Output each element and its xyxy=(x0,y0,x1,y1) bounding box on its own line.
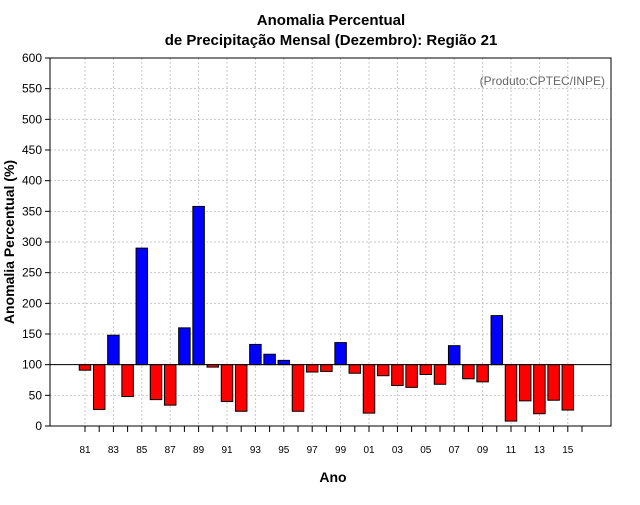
bar-86 xyxy=(149,364,163,401)
bar-02 xyxy=(376,364,390,377)
bar-14 xyxy=(547,364,560,401)
bar-84 xyxy=(121,364,134,398)
x-tick-label: 05 xyxy=(420,445,432,456)
bar-98 xyxy=(320,364,333,372)
x-tick-label: 01 xyxy=(363,445,375,456)
bar-00 xyxy=(348,364,362,374)
y-tick-label: 350 xyxy=(22,204,42,218)
bar-13 xyxy=(533,364,546,415)
bar-12 xyxy=(518,364,532,402)
bar-95 xyxy=(277,359,291,366)
x-tick-label: 89 xyxy=(193,445,205,456)
bar-93 xyxy=(249,343,262,366)
bar-05 xyxy=(419,364,433,375)
y-tick-label: 100 xyxy=(22,358,42,372)
bar-04 xyxy=(405,364,418,388)
chart-title-line-1: Anomalia Percentual xyxy=(257,12,405,29)
x-tick-label: 15 xyxy=(562,445,574,456)
chart-title-line-2: de Precipitação Mensal (Dezembro): Regiã… xyxy=(165,32,498,49)
x-tick-label: 07 xyxy=(449,445,461,456)
grid-layer xyxy=(50,57,611,427)
y-tick-label: 500 xyxy=(22,112,42,126)
bar-08 xyxy=(462,364,475,380)
bar-96 xyxy=(291,364,305,412)
x-tick-label: 99 xyxy=(335,445,347,456)
x-tick-label: 13 xyxy=(534,445,546,456)
bar-94 xyxy=(263,353,276,366)
x-tick-label: 97 xyxy=(307,445,319,456)
x-tick-label: 85 xyxy=(136,445,148,456)
y-tick-label: 250 xyxy=(22,266,42,280)
bar-92 xyxy=(234,364,248,412)
x-tick-label: 91 xyxy=(221,445,233,456)
x-tick-label: 95 xyxy=(278,445,290,456)
bar-09 xyxy=(476,364,489,383)
y-tick-label: 450 xyxy=(22,143,42,157)
bar-03 xyxy=(391,364,404,387)
x-axis-label: Ano xyxy=(319,469,346,485)
bar-89 xyxy=(192,205,205,366)
x-tick-label: 11 xyxy=(506,445,517,456)
x-tick-label: 83 xyxy=(108,445,120,456)
bar-91 xyxy=(220,364,234,402)
y-tick-label: 150 xyxy=(22,327,42,341)
bar-layer xyxy=(78,205,575,422)
bar-06 xyxy=(433,364,447,385)
bar-97 xyxy=(305,364,319,373)
bar-01 xyxy=(362,364,376,414)
bar-99 xyxy=(334,342,347,366)
watermark-text: (Produto:CPTEC/INPE) xyxy=(480,74,605,88)
bar-15 xyxy=(561,364,575,411)
y-tick-label: 400 xyxy=(22,174,42,188)
y-tick-label: 550 xyxy=(22,82,42,96)
y-tick-label: 600 xyxy=(22,51,42,65)
y-tick-label: 300 xyxy=(22,235,42,249)
x-tick-label: 03 xyxy=(392,445,404,456)
y-tick-label: 50 xyxy=(29,388,43,402)
y-tick-label: 0 xyxy=(35,419,42,433)
y-axis-label: Anomalia Percentual (%) xyxy=(1,160,17,324)
bar-07 xyxy=(447,345,461,366)
bar-82 xyxy=(92,364,106,410)
x-tick-label: 87 xyxy=(165,445,177,456)
y-tick-label: 200 xyxy=(22,296,42,310)
x-tick-label: 81 xyxy=(79,445,91,456)
bar-87 xyxy=(163,364,177,406)
bar-81 xyxy=(78,364,92,371)
bar-88 xyxy=(178,327,191,366)
x-tick-label: 09 xyxy=(477,445,489,456)
bar-11 xyxy=(504,364,518,422)
bar-10 xyxy=(490,315,504,366)
bar-83 xyxy=(107,334,120,366)
bar-85 xyxy=(135,247,149,366)
x-tick-label: 93 xyxy=(250,445,262,456)
